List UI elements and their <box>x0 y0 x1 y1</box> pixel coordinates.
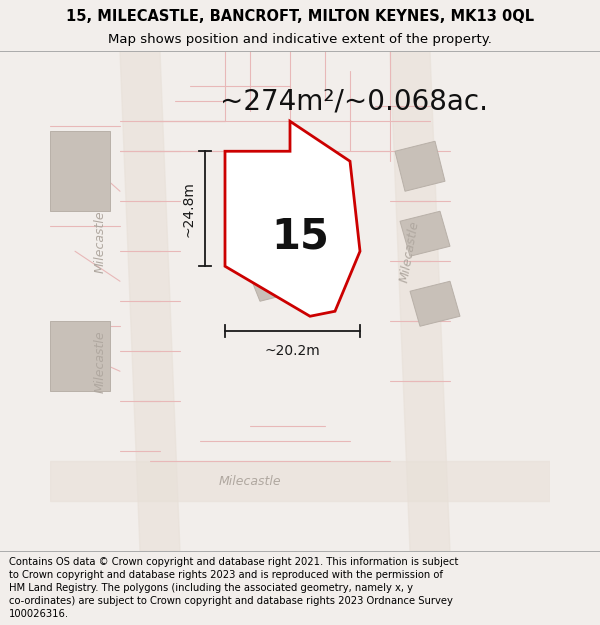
Text: co-ordinates) are subject to Crown copyright and database rights 2023 Ordnance S: co-ordinates) are subject to Crown copyr… <box>9 596 453 606</box>
Polygon shape <box>390 51 450 551</box>
Polygon shape <box>410 281 460 326</box>
Text: Milecastle: Milecastle <box>94 210 106 272</box>
Polygon shape <box>400 211 450 256</box>
Text: 100026316.: 100026316. <box>9 609 69 619</box>
Polygon shape <box>250 266 300 301</box>
Polygon shape <box>120 51 180 551</box>
Polygon shape <box>230 211 280 246</box>
Text: ~24.8m: ~24.8m <box>182 181 196 237</box>
Text: Milecastle: Milecastle <box>398 219 422 283</box>
Text: Milecastle: Milecastle <box>218 475 281 488</box>
Text: HM Land Registry. The polygons (including the associated geometry, namely x, y: HM Land Registry. The polygons (includin… <box>9 583 413 593</box>
Text: ~274m²/~0.068ac.: ~274m²/~0.068ac. <box>220 88 488 115</box>
Text: to Crown copyright and database rights 2023 and is reproduced with the permissio: to Crown copyright and database rights 2… <box>9 570 443 580</box>
Text: ~20.2m: ~20.2m <box>265 344 320 357</box>
Text: 15: 15 <box>271 215 329 258</box>
Polygon shape <box>50 461 550 501</box>
Text: Milecastle: Milecastle <box>94 330 106 392</box>
Text: Contains OS data © Crown copyright and database right 2021. This information is : Contains OS data © Crown copyright and d… <box>9 557 458 567</box>
Text: Map shows position and indicative extent of the property.: Map shows position and indicative extent… <box>108 34 492 46</box>
Bar <box>50 131 110 211</box>
Text: 15, MILECASTLE, BANCROFT, MILTON KEYNES, MK13 0QL: 15, MILECASTLE, BANCROFT, MILTON KEYNES,… <box>66 9 534 24</box>
Bar <box>50 321 110 391</box>
Polygon shape <box>395 141 445 191</box>
Polygon shape <box>225 121 360 316</box>
